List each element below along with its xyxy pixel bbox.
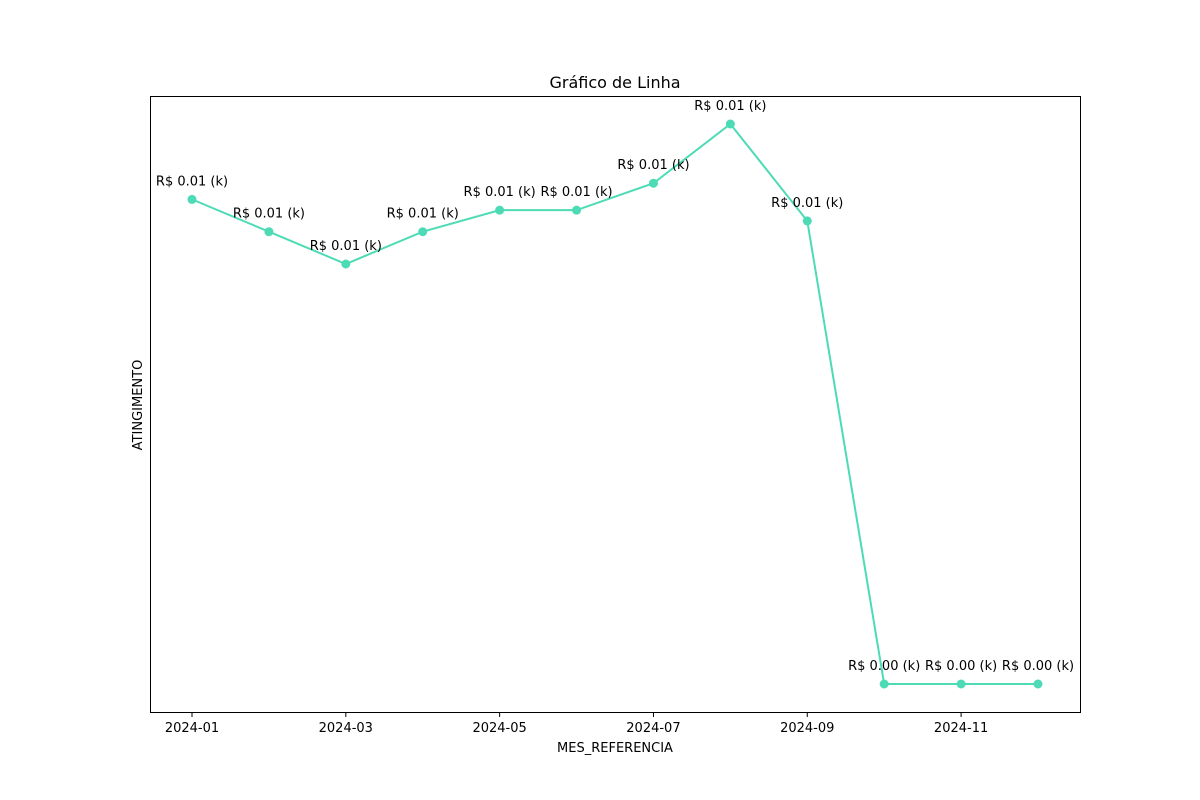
data-point (495, 205, 505, 215)
data-point (418, 227, 428, 237)
data-point (956, 679, 966, 689)
data-labels-layer: R$ 0.01 (k) R$ 0.01 (k) R$ 0.01 (k) R$ 0.01… (156, 99, 1074, 674)
data-label: R$ 0.01 (k) (771, 196, 843, 211)
data-point (879, 679, 889, 689)
data-point (264, 227, 274, 237)
series-line (191, 122, 1038, 685)
data-label: R$ 0.01 (k) (156, 174, 228, 189)
x-tick-label: 2024-01 (165, 721, 219, 736)
data-label: R$ 0.01 (k) (387, 207, 459, 222)
plot-frame (150, 96, 1081, 713)
data-label: R$ 0.01 (k) (694, 99, 766, 114)
data-point (341, 259, 351, 269)
data-point (187, 194, 197, 204)
data-label: R$ 0.00 (k) (925, 659, 997, 674)
y-axis-label: ATINGIMENTO (131, 360, 146, 451)
x-tick-label: 2024-03 (319, 721, 373, 736)
data-label: R$ 0.00 (k) (1002, 659, 1074, 674)
data-label: R$ 0.01 (k) (617, 158, 689, 173)
data-point (1033, 679, 1043, 689)
data-label: R$ 0.01 (k) (233, 207, 305, 222)
data-point (572, 205, 582, 215)
data-point (648, 178, 658, 188)
x-tick-label: 2024-09 (780, 721, 834, 736)
data-label: R$ 0.00 (k) (848, 659, 920, 674)
x-axis-ticks: 2024-01 2024-03 2024-05 2024-07 2024-09 2024-… (165, 712, 988, 736)
x-axis-label: MES_REFERENCIA (557, 741, 673, 756)
x-tick-label: 2024-07 (626, 721, 680, 736)
data-label: R$ 0.01 (k) (540, 185, 612, 200)
data-label: R$ 0.01 (k) (464, 185, 536, 200)
data-point (802, 216, 812, 226)
chart-title: Gráfico de Linha (549, 73, 680, 92)
data-point (725, 119, 735, 129)
series-layer (187, 119, 1043, 689)
data-label: R$ 0.01 (k) (310, 239, 382, 254)
x-tick-label: 2024-05 (472, 721, 526, 736)
x-tick-label: 2024-11 (934, 721, 988, 736)
